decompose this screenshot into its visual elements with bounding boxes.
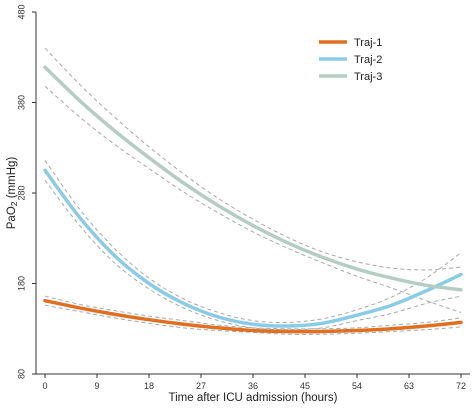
x-tick-label: 18 [144, 381, 154, 391]
traj-3-ci-upper-line [44, 47, 462, 271]
x-axis-title: Time after ICU admission (hours) [169, 392, 338, 404]
traj-1-ci-upper-line [44, 295, 462, 330]
y-tick-label: 80 [16, 369, 26, 379]
x-tick-label: 9 [94, 381, 99, 391]
confidence-bands [44, 47, 462, 335]
x-tick-label: 63 [404, 381, 414, 391]
traj-3-line [43, 65, 463, 292]
legend-label-traj-2: Traj-2 [354, 54, 382, 66]
y-axis-title-subscript: 2 [9, 201, 19, 206]
axes: 0 9 18 27 36 45 54 63 72 80 180 280 380 480 [16, 4, 470, 391]
y-tick-label: 380 [16, 95, 26, 110]
traj-1-line [43, 298, 463, 334]
x-tick-label: 45 [300, 381, 310, 391]
traj-2-ci-upper-line [44, 160, 462, 323]
y-axis-title-prefix: PaO [6, 206, 18, 229]
legend: Traj-1 Traj-2 Traj-3 [319, 37, 382, 83]
series-lines [43, 65, 463, 334]
y-tick-label: 180 [16, 276, 26, 291]
x-tick-label: 72 [456, 381, 466, 391]
traj-1-ci-lower-line [44, 304, 462, 335]
x-tick-label: 36 [248, 381, 258, 391]
y-axis-title-suffix: (mmHg) [6, 157, 18, 202]
legend-label-traj-3: Traj-3 [354, 71, 382, 83]
y-tick-label: 280 [16, 185, 26, 200]
traj-3-ci-lower-line [44, 85, 462, 313]
traj-2-line [43, 168, 463, 328]
traj-2-ci-lower-line [44, 180, 462, 331]
x-tick-label: 0 [42, 381, 47, 391]
x-tick-label: 27 [196, 381, 206, 391]
legend-label-traj-1: Traj-1 [354, 37, 382, 49]
x-tick-label: 54 [352, 381, 362, 391]
y-tick-label: 480 [16, 4, 26, 19]
y-axis-title: PaO2 (mmHg) [6, 157, 19, 230]
